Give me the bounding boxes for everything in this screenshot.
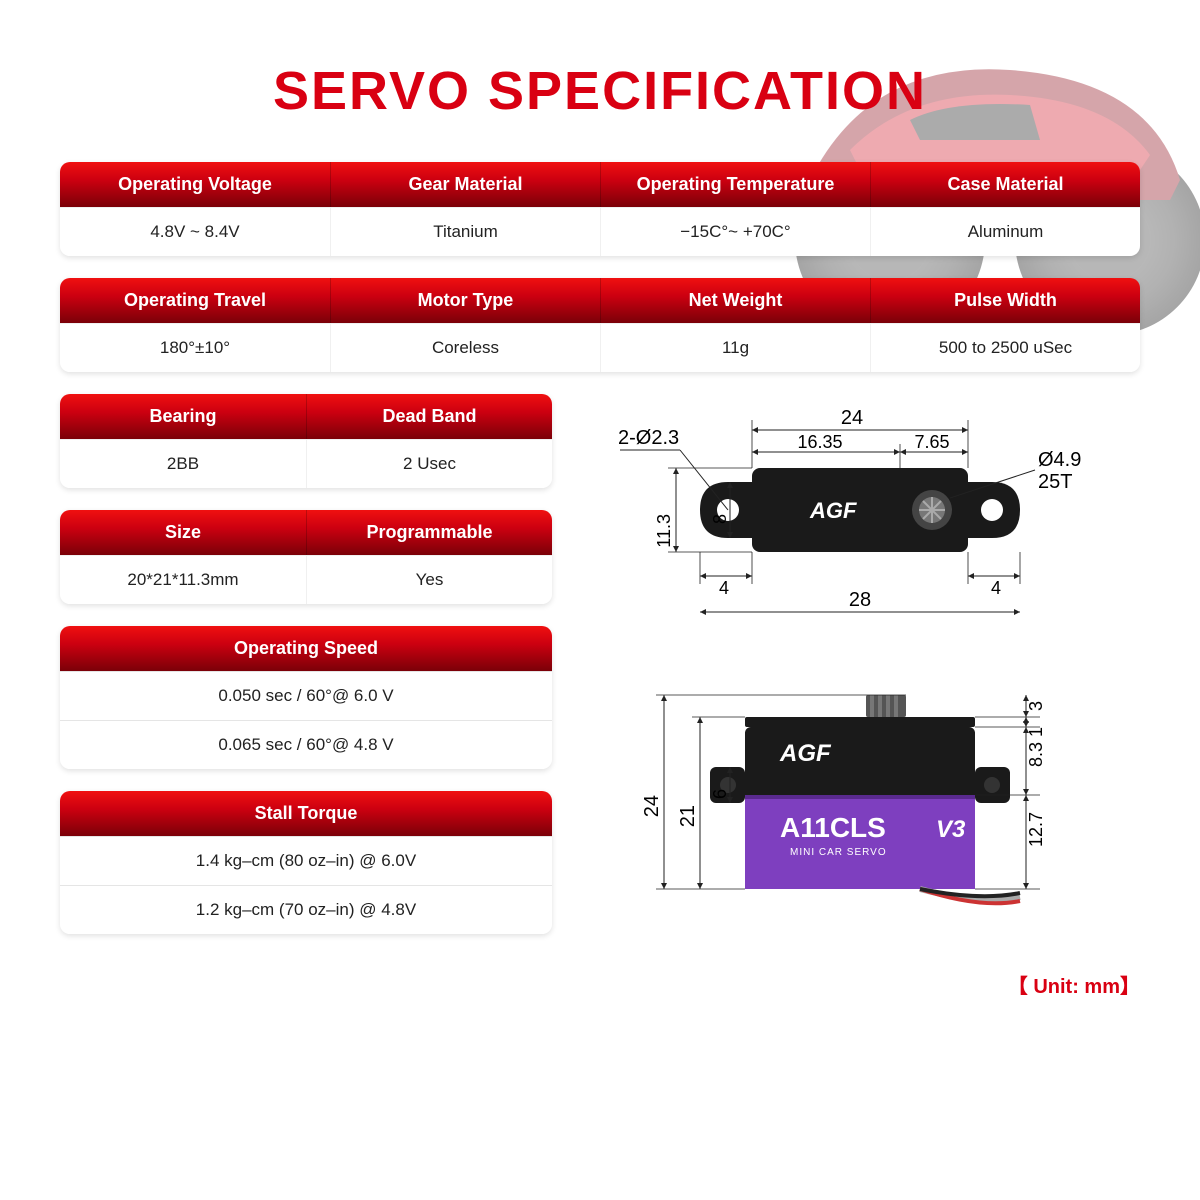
dim-label: Ø4.9 bbox=[1038, 449, 1081, 471]
spec-row-1: Operating Voltage4.8V ~ 8.4V Gear Materi… bbox=[60, 162, 1140, 256]
dim-label: 8 bbox=[710, 514, 730, 524]
dim-label: 2-Ø2.3 bbox=[618, 427, 679, 449]
spec-row-4: Size20*21*11.3mm ProgrammableYes bbox=[60, 510, 552, 604]
spec-value: 0.050 sec / 60°@ 6.0 V bbox=[60, 671, 552, 720]
spec-value: 0.065 sec / 60°@ 4.8 V bbox=[60, 720, 552, 769]
dim-label: 3 bbox=[1026, 701, 1046, 711]
spec-value: 20*21*11.3mm bbox=[60, 555, 306, 604]
brand-text: AGF bbox=[809, 498, 857, 523]
spec-operating-speed: Operating Speed 0.050 sec / 60°@ 6.0 V 0… bbox=[60, 626, 552, 769]
spec-value: 1.4 kg–cm (80 oz–in) @ 6.0V bbox=[60, 836, 552, 885]
spec-value: Yes bbox=[306, 555, 552, 604]
spec-value: 180°±10° bbox=[60, 323, 330, 372]
model-text: A11CLS bbox=[780, 812, 886, 843]
spec-value: 4.8V ~ 8.4V bbox=[60, 207, 330, 256]
dim-label: 8.3 bbox=[1026, 742, 1046, 767]
dim-label: 24 bbox=[641, 795, 663, 817]
spec-head: Net Weight bbox=[600, 278, 870, 323]
spec-value: 500 to 2500 uSec bbox=[870, 323, 1140, 372]
spec-value: 11g bbox=[600, 323, 870, 372]
spec-head: Pulse Width bbox=[870, 278, 1140, 323]
page-title: SERVO SPECIFICATION bbox=[60, 60, 1140, 122]
dim-label: 25T bbox=[1038, 471, 1072, 493]
dim-label: 24 bbox=[841, 407, 863, 429]
spec-stall-torque: Stall Torque 1.4 kg–cm (80 oz–in) @ 6.0V… bbox=[60, 791, 552, 934]
spec-row-3: Bearing2BB Dead Band2 Usec bbox=[60, 394, 552, 488]
spec-head: Motor Type bbox=[330, 278, 600, 323]
spec-value: 2 Usec bbox=[306, 439, 552, 488]
spec-head: Operating Temperature bbox=[600, 162, 870, 207]
spec-value: Coreless bbox=[330, 323, 600, 372]
spec-head: Gear Material bbox=[330, 162, 600, 207]
dim-label: 12.7 bbox=[1026, 812, 1046, 847]
dim-label: 4 bbox=[991, 578, 1001, 598]
spec-head: Bearing bbox=[60, 394, 306, 439]
spec-head: Size bbox=[60, 510, 306, 555]
spec-head: Programmable bbox=[306, 510, 552, 555]
spec-head: Case Material bbox=[870, 162, 1140, 207]
dim-label: 1 bbox=[1026, 727, 1046, 737]
dim-label: 21 bbox=[677, 805, 699, 827]
subtitle-text: MINI CAR SERVO bbox=[790, 847, 887, 858]
dim-label: 6 bbox=[710, 789, 730, 799]
spec-value: −15C°~ +70C° bbox=[600, 207, 870, 256]
dim-label: 7.65 bbox=[914, 432, 949, 452]
dim-label: 28 bbox=[849, 589, 871, 611]
spec-row-2: Operating Travel180°±10° Motor TypeCorel… bbox=[60, 278, 1140, 372]
dim-label: 16.35 bbox=[797, 432, 842, 452]
diagram-side-view: AGF A11CLS V3 MINI CAR SERVO 24 21 bbox=[580, 675, 1140, 940]
spec-head: Operating Speed bbox=[60, 626, 552, 671]
spec-value: 1.2 kg–cm (70 oz–in) @ 4.8V bbox=[60, 885, 552, 934]
brand-text: AGF bbox=[779, 740, 832, 767]
spec-head: Stall Torque bbox=[60, 791, 552, 836]
spec-head: Dead Band bbox=[306, 394, 552, 439]
unit-label: Unit: mm bbox=[580, 970, 1140, 999]
spec-value: 2BB bbox=[60, 439, 306, 488]
spec-head: Operating Voltage bbox=[60, 162, 330, 207]
diagram-top-view: AGF 2-Ø2.3 24 16.35 7.65 Ø4.9 bbox=[580, 400, 1140, 645]
dim-label: 11.3 bbox=[654, 514, 674, 548]
spec-value: Aluminum bbox=[870, 207, 1140, 256]
dim-label: 4 bbox=[719, 578, 729, 598]
spec-head: Operating Travel bbox=[60, 278, 330, 323]
version-text: V3 bbox=[936, 816, 966, 843]
spec-value: Titanium bbox=[330, 207, 600, 256]
